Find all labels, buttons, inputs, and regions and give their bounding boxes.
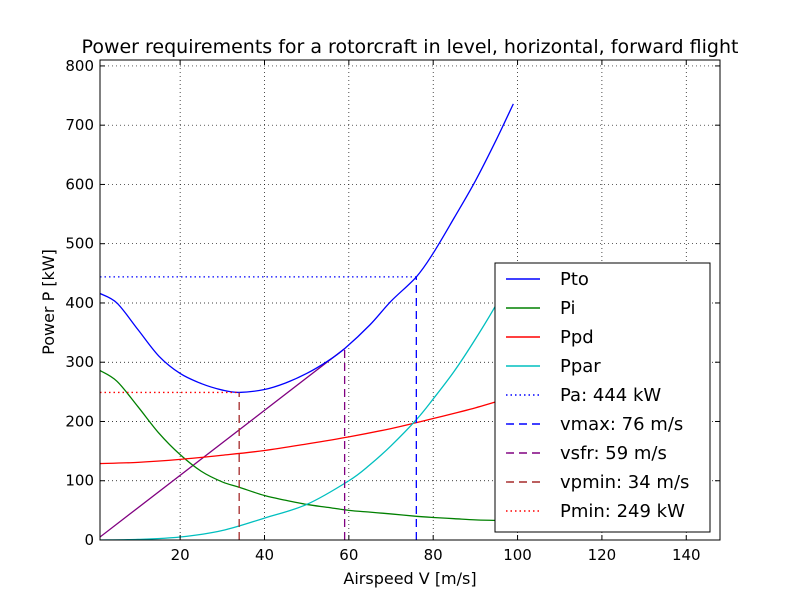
plot-frame [99,59,721,541]
x-tick-label: 100 [503,546,532,564]
legend-entry-ppar: Ppar [506,356,601,377]
y-tick-label: 0 [84,531,94,549]
legend-label: Ppd [560,327,594,348]
legend-entry-pmin: Pmin: 249 kW [506,501,685,522]
x-tick-label: 120 [588,546,617,564]
chart-title: Power requirements for a rotorcraft in l… [82,36,739,58]
legend-entry-pi: Pi [506,298,575,319]
axis-ticks: 20 40 60 80 100 120 140 0 100 200 300 400 500 600 700 8… [65,57,720,564]
series-line-ppd [100,395,514,465]
y-tick-label: 200 [65,412,94,430]
y-tick-label: 300 [65,353,94,371]
legend-label: Ppar [560,356,601,377]
series-line-pto [100,103,514,394]
legend-label: vpmin: 34 m/s [560,472,689,493]
y-tick-label: 800 [65,57,94,75]
x-tick-label: 20 [171,546,190,564]
legend: Pto Pi Ppd Ppar Pa: 444 kW vmax: 76 m/s vsfr: … [494,262,711,533]
legend-label: Pmin: 249 kW [560,501,685,522]
data-series [100,103,514,540]
legend-label: Pi [560,298,575,319]
legend-entry-vmax: vmax: 76 m/s [506,414,683,435]
x-axis-label: Airspeed V [m/s] [343,569,476,588]
y-tick-label: 600 [65,175,94,193]
legend-label: vsfr: 59 m/s [560,443,667,464]
y-tick-label: 700 [65,116,94,134]
y-tick-label: 400 [65,294,94,312]
legend-label: Pa: 444 kW [560,385,661,406]
legend-entry-pto: Pto [506,269,589,290]
legend-entry-pa: Pa: 444 kW [506,385,661,406]
x-tick-label: 80 [424,546,443,564]
y-tick-label: 100 [65,472,94,490]
x-tick-label: 40 [255,546,274,564]
reference-line-0 [100,348,346,538]
y-axis-label: Power P [kW] [39,249,58,355]
legend-entry-ppd: Ppd [506,327,594,348]
legend-label: vmax: 76 m/s [560,414,683,435]
y-tick-label: 500 [65,235,94,253]
legend-entry-vsfr: vsfr: 59 m/s [506,443,667,464]
legend-label: Pto [560,269,589,290]
x-tick-label: 140 [672,546,701,564]
legend-entry-vpmin: vpmin: 34 m/s [506,472,689,493]
series-line-ppar [100,271,514,540]
x-tick-label: 60 [339,546,358,564]
